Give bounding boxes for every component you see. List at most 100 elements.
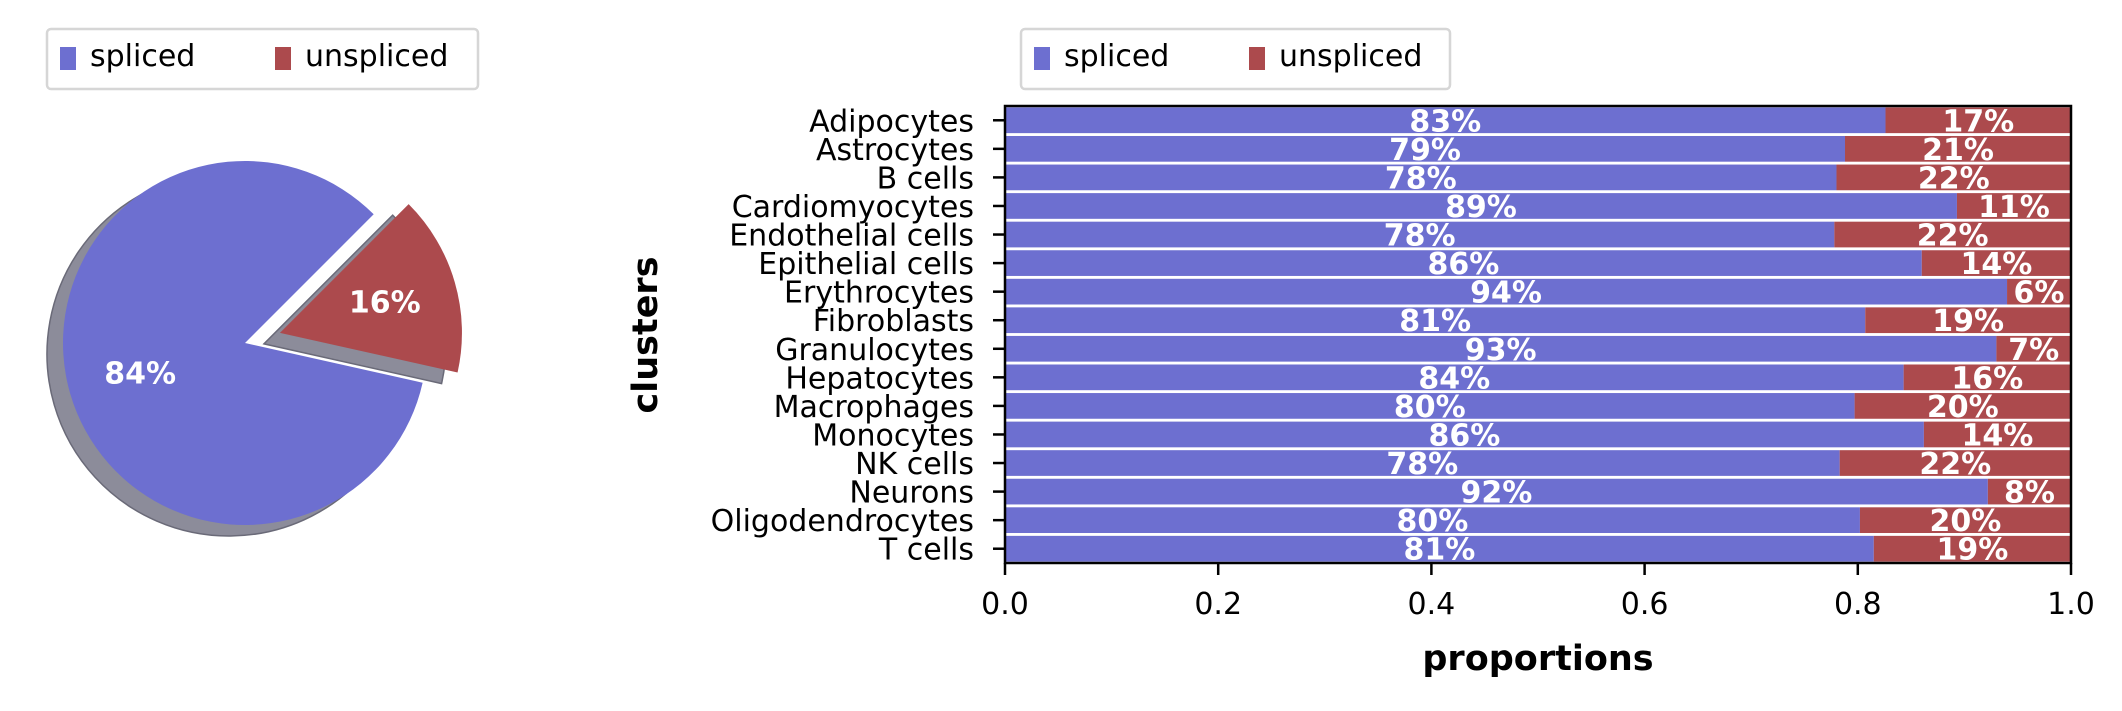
pie-label-unspliced: 16% <box>349 285 421 320</box>
x-tick-label-0-2: 0.2 <box>1194 587 1242 622</box>
bar-label-unspliced-erythrocytes: 6% <box>2014 276 2065 311</box>
bar-label-unspliced-b-cells: 22% <box>1918 161 1990 196</box>
bar-spliced-macrophages <box>1005 393 1855 419</box>
bar-label-spliced-cardiomyocytes: 89% <box>1445 190 1517 225</box>
x-tick-label-0-8: 0.8 <box>1834 587 1882 622</box>
bar-spliced-t-cells <box>1005 535 1874 562</box>
bar-label-unspliced-hepatocytes: 16% <box>1951 361 2023 396</box>
bar-label-unspliced-granulocytes: 7% <box>2008 333 2059 368</box>
pie-legend: spliced unspliced <box>45 27 480 91</box>
bar-label-spliced-erythrocytes: 94% <box>1470 276 1542 311</box>
bar-label-unspliced-epithelial-cells: 14% <box>1960 247 2032 282</box>
bar-label-spliced-astrocytes: 79% <box>1389 133 1461 168</box>
bar-unspliced-epithelial-cells <box>1921 250 2071 276</box>
bar-unspliced-cardiomyocytes <box>1956 193 2071 219</box>
x-tick-label-0-0: 0.0 <box>981 587 1029 622</box>
y-tick-label-epithelial-cells: Epithelial cells <box>758 247 974 282</box>
x-tick-label-1-0: 1.0 <box>2047 587 2095 622</box>
pie-label-spliced: 84% <box>104 356 176 391</box>
x-tick-label-0-4: 0.4 <box>1408 587 1456 622</box>
legend-swatch-spliced <box>1034 47 1050 70</box>
y-tick-label-adipocytes: Adipocytes <box>809 104 974 139</box>
x-tick-label-0-6: 0.6 <box>1621 587 1669 622</box>
legend-label-spliced: spliced <box>1064 39 1169 74</box>
bar-label-spliced-monocytes: 86% <box>1429 418 1501 453</box>
bar-unspliced-oligodendrocytes <box>1859 507 2071 534</box>
bar-unspliced-nk-cells <box>1839 450 2071 476</box>
y-tick-label-cardiomyocytes: Cardiomyocytes <box>732 190 974 225</box>
bar-label-unspliced-adipocytes: 17% <box>1942 104 2014 139</box>
x-axis: 0.0 0.2 0.4 0.6 0.8 1.0 <box>981 563 2095 622</box>
y-tick-label-neurons: Neurons <box>849 476 974 511</box>
bar-unspliced-neurons <box>1987 478 2071 505</box>
bar-spliced-nk-cells <box>1005 450 1840 476</box>
bar-label-spliced-endothelial-cells: 78% <box>1384 219 1456 254</box>
bar-label-unspliced-fibroblasts: 19% <box>1932 304 2004 339</box>
bar-unspliced-hepatocytes <box>1903 364 2071 391</box>
bar-label-unspliced-endothelial-cells: 22% <box>1917 219 1989 254</box>
y-tick-label-oligodendrocytes: Oligodendrocytes <box>711 504 974 539</box>
bar-unspliced-erythrocytes <box>2007 278 2071 305</box>
y-tick-label-b-cells: B cells <box>877 161 974 196</box>
legend-swatch-unspliced <box>275 47 291 70</box>
bar-spliced-adipocytes <box>1005 107 1886 134</box>
pie-slice-unspliced <box>279 204 462 373</box>
bar-label-unspliced-neurons: 8% <box>2004 476 2055 511</box>
bar-label-unspliced-nk-cells: 22% <box>1919 447 1991 482</box>
bar-spliced-astrocytes <box>1005 135 1846 162</box>
y-tick-label-endothelial-cells: Endothelial cells <box>729 219 974 254</box>
bar-unspliced-t-cells <box>1873 535 2071 562</box>
y-axis-label: clusters <box>626 256 666 413</box>
bar-unspliced-fibroblasts <box>1865 307 2071 334</box>
bar-label-spliced-nk-cells: 78% <box>1386 447 1458 482</box>
plot-frame <box>1003 104 2073 565</box>
bar-label-spliced-neurons: 92% <box>1461 476 1533 511</box>
y-tick-label-macrophages: Macrophages <box>774 390 974 425</box>
bar-unspliced-adipocytes <box>1885 107 2071 134</box>
bar-chart: spliced unspliced 83% 17% 79% 21% 78% 22% 89% 1… <box>626 27 2095 679</box>
y-tick-label-astrocytes: Astrocytes <box>816 133 974 168</box>
bar-label-spliced-fibroblasts: 81% <box>1399 304 1471 339</box>
bar-label-unspliced-cardiomyocytes: 11% <box>1978 190 2050 225</box>
bar-spliced-b-cells <box>1005 164 1837 191</box>
y-tick-label-fibroblasts: Fibroblasts <box>813 304 974 339</box>
bar-spliced-hepatocytes <box>1005 364 1904 391</box>
y-tick-label-t-cells: T cells <box>878 533 974 568</box>
bar-spliced-neurons <box>1005 478 1988 505</box>
bar-unspliced-endothelial-cells <box>1834 221 2071 248</box>
y-tick-label-monocytes: Monocytes <box>812 418 974 453</box>
bar-label-spliced-hepatocytes: 84% <box>1418 361 1490 396</box>
legend-label-unspliced: unspliced <box>1279 39 1422 74</box>
pie-slice-spliced <box>62 161 423 525</box>
bar-label-spliced-macrophages: 80% <box>1394 390 1466 425</box>
bar-spliced-monocytes <box>1005 421 1924 448</box>
bar-label-spliced-adipocytes: 83% <box>1409 104 1481 139</box>
bar-legend: spliced unspliced <box>1019 27 1452 91</box>
bar-label-spliced-granulocytes: 93% <box>1465 333 1537 368</box>
bar-unspliced-macrophages <box>1854 393 2071 419</box>
bar-label-spliced-epithelial-cells: 86% <box>1427 247 1499 282</box>
bar-label-unspliced-oligodendrocytes: 20% <box>1930 504 2002 539</box>
bar-unspliced-b-cells <box>1836 164 2071 191</box>
pie-chart: spliced unspliced 84% 16% <box>45 27 480 537</box>
bar-unspliced-astrocytes <box>1845 135 2071 162</box>
bar-label-unspliced-monocytes: 14% <box>1962 418 2034 453</box>
bar-unspliced-monocytes <box>1923 421 2071 448</box>
bar-data-labels: 83% 17% 79% 21% 78% 22% 89% 11% 78% 22% 86% 14% 94% 6… <box>1384 104 2065 567</box>
bar-spliced-fibroblasts <box>1005 307 1866 334</box>
y-tick-label-granulocytes: Granulocytes <box>775 333 974 368</box>
legend-label-spliced: spliced <box>90 39 195 74</box>
bar-label-spliced-oligodendrocytes: 80% <box>1397 504 1469 539</box>
bar-spliced-cardiomyocytes <box>1005 193 1957 219</box>
bar-spliced-granulocytes <box>1005 335 1997 362</box>
y-tick-label-nk-cells: NK cells <box>855 447 974 482</box>
legend-label-unspliced: unspliced <box>305 39 448 74</box>
bar-unspliced-granulocytes <box>1996 335 2071 362</box>
bar-spliced-endothelial-cells <box>1005 221 1835 248</box>
bar-label-unspliced-macrophages: 20% <box>1927 390 1999 425</box>
bar-label-spliced-b-cells: 78% <box>1385 161 1457 196</box>
y-tick-label-erythrocytes: Erythrocytes <box>784 276 974 311</box>
bar-label-unspliced-astrocytes: 21% <box>1922 133 1994 168</box>
